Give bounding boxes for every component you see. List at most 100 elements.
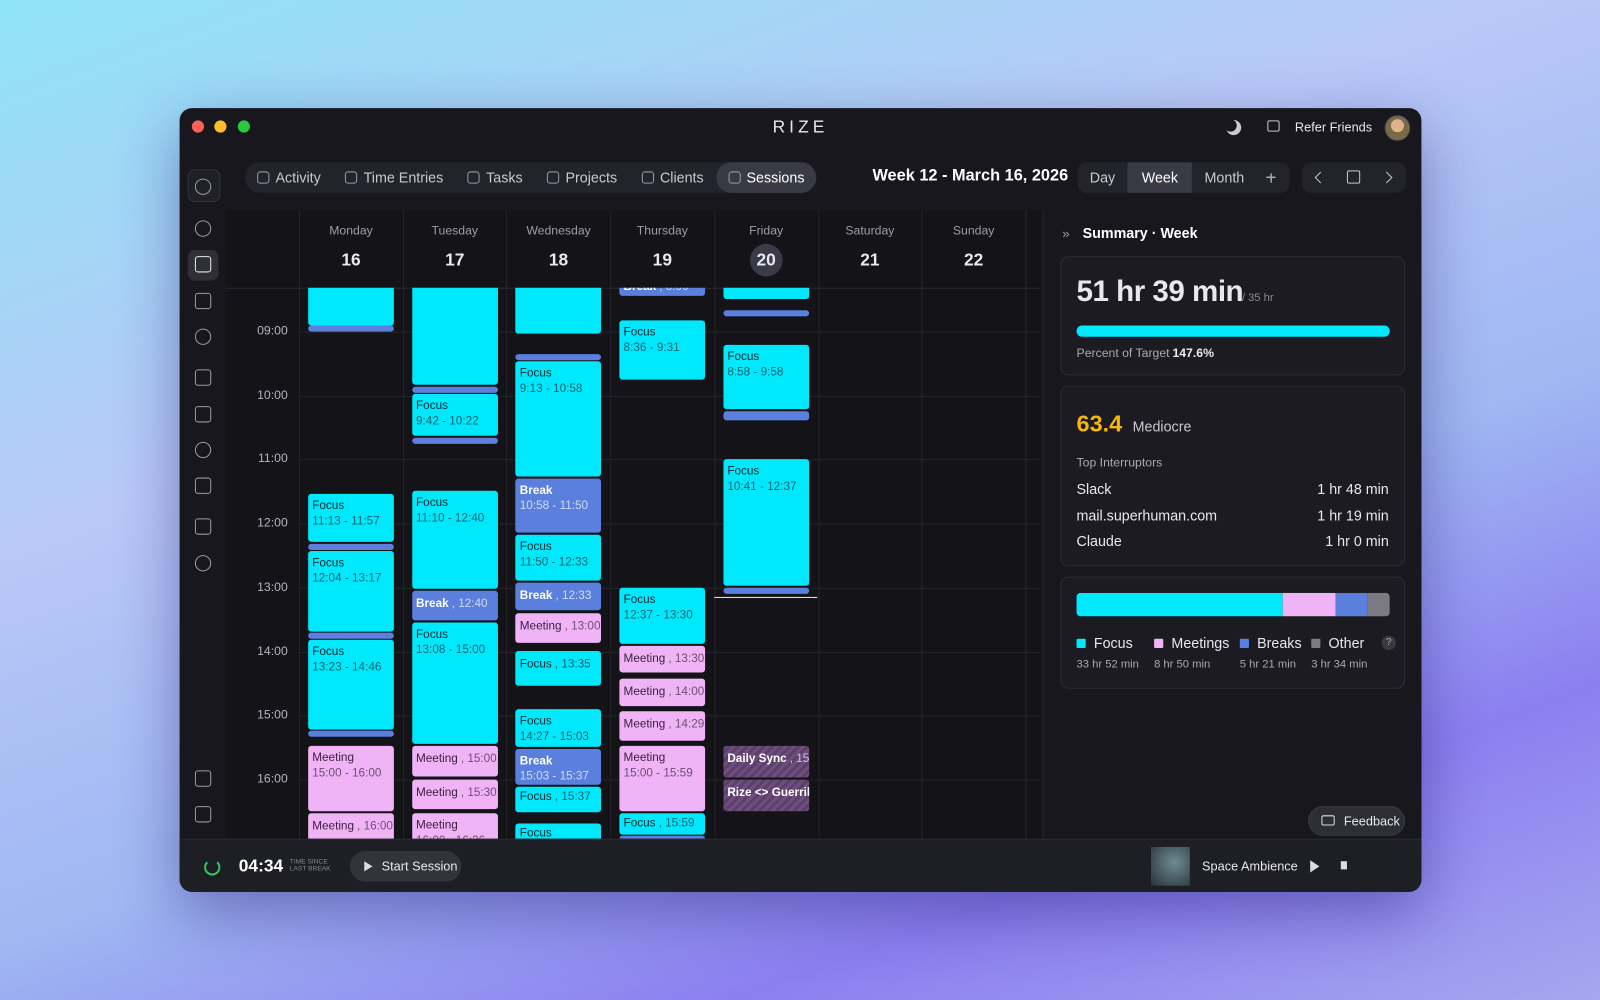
event[interactable]: Meeting 15:00 - 16:00 [308, 745, 394, 812]
meetings-segment [1282, 592, 1336, 617]
start-session-label: Start Session [381, 859, 458, 874]
nav-tab[interactable]: Time Entries [333, 162, 456, 193]
sidebar-icon[interactable] [194, 441, 212, 459]
theme-toggle[interactable] [1224, 119, 1236, 131]
view-button[interactable]: Day [1089, 169, 1116, 186]
event[interactable]: Focus [515, 823, 602, 839]
event[interactable]: Rize <> Guerril [723, 779, 809, 812]
track-thumbnail [1151, 846, 1190, 886]
day-name: Friday [749, 223, 784, 238]
event[interactable]: Break, 8:00 [619, 287, 706, 296]
nav-tab[interactable]: Clients [629, 162, 716, 193]
nav-tab[interactable]: Activity [245, 162, 333, 193]
start-session-button[interactable]: Start Session [349, 851, 462, 882]
active-nav-bg [187, 249, 219, 281]
event[interactable]: Focus 11:13 - 11:57 [308, 493, 394, 542]
event[interactable]: Meeting, 15:30 [411, 779, 498, 810]
refer-friends[interactable]: Refer Friends [1294, 120, 1373, 135]
event[interactable]: Meeting, 13:00 [515, 613, 602, 643]
timer: 04:34 [238, 856, 284, 876]
minimize-button[interactable] [214, 120, 227, 133]
sidebar-icon[interactable] [194, 292, 212, 310]
plus-icon [1266, 172, 1276, 183]
event[interactable]: Focus 13:08 - 15:00 [411, 622, 498, 744]
event-title: Focus [519, 367, 552, 380]
sidebar-icon[interactable] [194, 770, 212, 787]
event[interactable]: Focus 12:04 - 13:17 [308, 551, 394, 632]
event[interactable]: Meeting 15:00 - 15:59 [619, 745, 706, 812]
event[interactable]: Focus, 15:59 [619, 813, 706, 835]
event[interactable]: Meeting, 15:00 [411, 745, 498, 777]
event-title: Break [624, 288, 657, 293]
event[interactable]: Focus 12:37 - 13:30 [619, 587, 706, 644]
event-time: , 8:00 [659, 288, 688, 293]
event-time: 8:36 - 9:31 [623, 341, 680, 355]
event[interactable]: Focus 9:42 - 10:22 [411, 393, 498, 436]
power-icon[interactable] [204, 859, 221, 876]
collapse-icon[interactable]: » [1062, 225, 1070, 241]
event[interactable]: Break 15:03 - 15:37 [515, 748, 602, 785]
view-button[interactable]: Month [1204, 169, 1245, 186]
event-title: Break [519, 589, 553, 603]
sidebar-icon[interactable] [194, 369, 212, 386]
event-title: Meeting [623, 718, 666, 731]
zoom-button[interactable] [237, 120, 250, 133]
calendar: Monday 16 Tuesday 17 Wednesday 18 Thursday 19 Fr… [226, 210, 1041, 839]
event[interactable]: Meeting, 14:29 [619, 711, 706, 741]
event[interactable]: Meeting, 13:30 [619, 645, 706, 673]
event[interactable]: Focus 14:27 - 15:03 [515, 709, 602, 747]
next-button[interactable] [1380, 171, 1393, 184]
sidebar-icon[interactable] [194, 406, 212, 423]
sidebar-icon[interactable] [194, 477, 212, 494]
event[interactable]: Meeting 16:00 - 16:36 [411, 813, 498, 839]
event[interactable]: Focus 9:13 - 10:58 [515, 361, 602, 477]
add-view-button[interactable] [1256, 162, 1290, 193]
sidebar-icon[interactable] [194, 518, 212, 535]
event[interactable]: Focus 13:23 - 14:46 [308, 639, 394, 730]
event[interactable]: Daily Sync, 15: [723, 745, 809, 778]
prev-button[interactable] [1314, 171, 1327, 184]
nav-tab[interactable]: Projects [535, 162, 629, 193]
event-title: Daily Sync [727, 753, 787, 766]
sidebar-icon[interactable] [194, 178, 212, 195]
feedback-button[interactable]: Feedback [1308, 806, 1406, 836]
event[interactable]: Focus, 13:35 [515, 651, 602, 686]
event-title: Meeting [416, 753, 458, 766]
event[interactable]: Focus 8:58 - 9:58 [723, 344, 809, 410]
tab-label: Clients [659, 169, 704, 186]
help-icon[interactable]: ? [1381, 635, 1396, 650]
event[interactable]: Meeting, 14:00 [619, 678, 706, 707]
sidebar-icon[interactable] [194, 555, 212, 572]
event[interactable]: Focus 8:36 - 9:31 [619, 320, 706, 380]
event-title: Break [416, 597, 449, 611]
event[interactable]: Focus, 15:37 [515, 786, 602, 813]
hour-label: 16:00 [257, 771, 288, 786]
event[interactable]: Break 10:58 - 11:50 [515, 478, 602, 533]
event-title: Focus [519, 827, 552, 839]
event[interactable]: Break, 12:33 [515, 582, 602, 611]
hour-label: 10:00 [257, 387, 288, 402]
event[interactable]: Meeting, 16:00 [308, 813, 394, 839]
timer-caption-1: TIME SINCE [289, 858, 328, 866]
event-time: 14:27 - 15:03 [519, 730, 589, 743]
event[interactable]: Break, 12:40 [411, 590, 498, 621]
nav-tab[interactable]: Tasks [456, 162, 535, 193]
view-button[interactable]: Week [1127, 162, 1193, 193]
volume-button[interactable] [1340, 861, 1347, 870]
avatar[interactable] [1384, 115, 1411, 141]
sidebar-icon[interactable] [194, 220, 212, 237]
event[interactable]: Focus 10:41 - 12:37 [723, 459, 809, 586]
sidebar-icon[interactable] [194, 256, 212, 273]
sidebar-icon[interactable] [194, 328, 212, 345]
event[interactable]: Focus 11:10 - 12:40 [411, 490, 498, 589]
sidebar-icon[interactable] [194, 806, 212, 823]
close-button[interactable] [191, 120, 205, 133]
calendar-button[interactable] [1346, 170, 1361, 184]
event-time: 10:58 - 11:50 [519, 499, 589, 513]
tab-icon [467, 171, 481, 184]
event-title: Meeting [623, 653, 666, 666]
play-button[interactable] [1310, 860, 1320, 873]
footer: 04:34 TIME SINCE LAST BREAK Start Session… [179, 838, 1422, 892]
event[interactable]: Focus 11:50 - 12:33 [515, 534, 602, 581]
nav-tab[interactable]: Sessions [715, 162, 817, 193]
